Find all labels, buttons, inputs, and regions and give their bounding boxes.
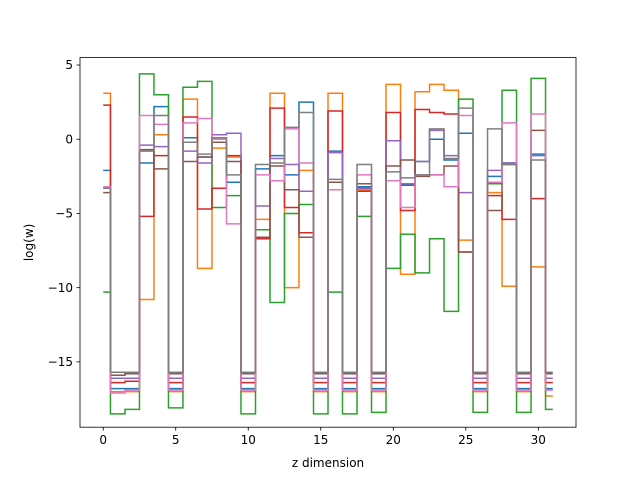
series-line-7: [103, 113, 553, 394]
x-tick-label: 20: [386, 433, 401, 447]
axes-layer: 0 5 10 15 20 25 30 5 0 −5 −10 −15: [48, 57, 577, 447]
x-axis-label: z dimension: [292, 456, 364, 470]
y-tick-label: 0: [65, 132, 73, 146]
series-line-8: [103, 107, 553, 374]
x-tick-label: 30: [531, 433, 546, 447]
axes-frame: [79, 57, 577, 428]
x-tick-label: 5: [172, 433, 180, 447]
x-tick-label: 15: [313, 433, 328, 447]
x-tick-label: 0: [99, 433, 107, 447]
x-tick-label: 25: [458, 433, 473, 447]
y-tick-label: −5: [55, 207, 73, 221]
x-tick-label: 10: [241, 433, 256, 447]
series-layer: [103, 73, 553, 415]
y-tick-label: −15: [48, 355, 73, 369]
y-tick-label: −10: [48, 281, 73, 295]
y-tick-label: 5: [65, 58, 73, 72]
y-axis-label: log(w): [22, 224, 36, 261]
